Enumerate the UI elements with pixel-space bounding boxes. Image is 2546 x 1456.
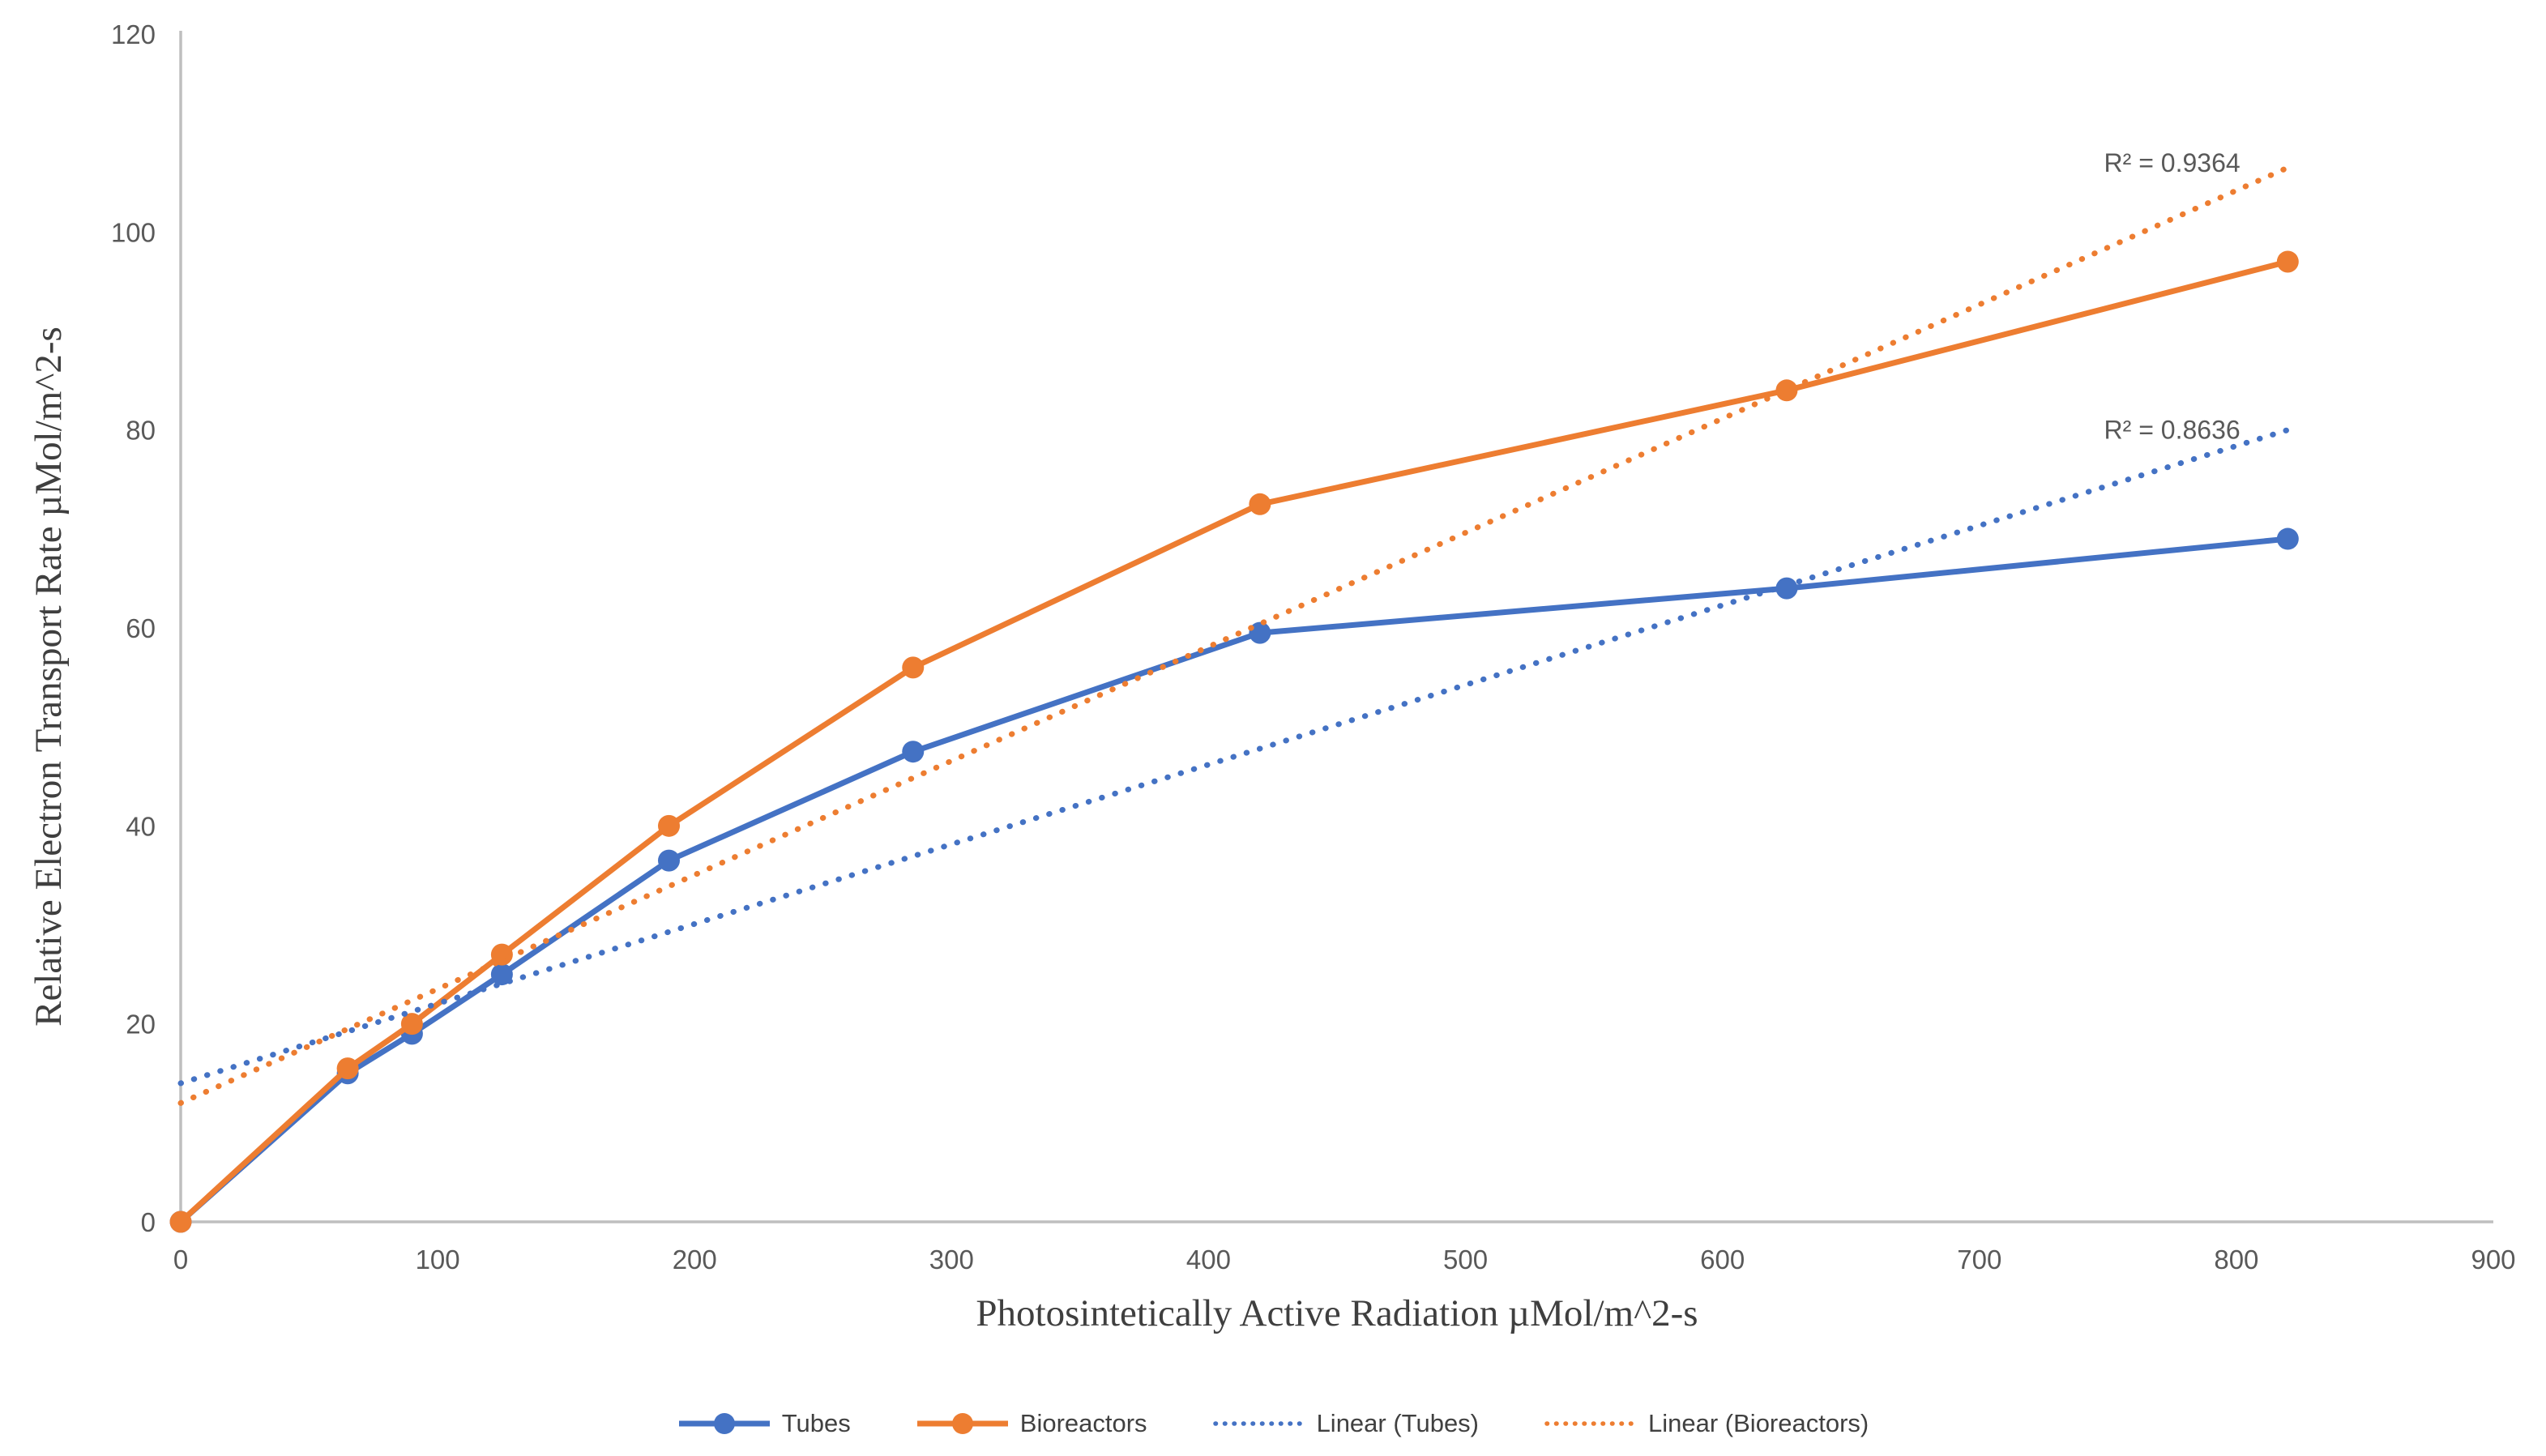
x-tick-label: 100 — [416, 1245, 460, 1275]
x-tick-label: 500 — [1443, 1245, 1488, 1275]
y-tick-label: 0 — [141, 1207, 156, 1237]
x-tick-label: 800 — [2214, 1245, 2258, 1275]
y-tick-label: 120 — [111, 19, 156, 49]
bioreactors-marker — [2276, 250, 2299, 273]
r2-label-bioreactors: R² = 0.9364 — [2104, 148, 2241, 177]
legend-swatch-linear-bioreactors — [1544, 1421, 1637, 1426]
y-tick-label: 80 — [126, 416, 156, 446]
tubes-marker — [902, 741, 925, 763]
legend-label-tubes: Tubes — [781, 1409, 851, 1437]
bioreactors-marker — [902, 656, 925, 679]
legend-item-tubes: Tubes — [677, 1409, 851, 1438]
legend-swatch-bioreactors — [916, 1413, 1008, 1434]
x-axis-title: Photosintetically Active Radiation µMol/… — [976, 1292, 1698, 1334]
y-tick-label: 20 — [126, 1010, 156, 1040]
bioreactors-marker — [336, 1057, 359, 1080]
legend-item-bioreactors: Bioreactors — [916, 1409, 1147, 1438]
y-tick-label: 40 — [126, 811, 156, 841]
tubes-marker — [658, 849, 681, 872]
legend-label-linear-tubes: Linear (Tubes) — [1316, 1409, 1480, 1437]
bioreactors-marker — [1775, 379, 1798, 402]
x-tick-label: 300 — [929, 1245, 974, 1275]
legend: Tubes Bioreactors Linear (Tubes) Linear (Bi… — [0, 1403, 2546, 1444]
bioreactors-line — [177, 258, 2291, 1225]
y-axis-title: Relative Electron Transport Rate µMol/m^… — [28, 327, 70, 1027]
legend-item-linear-bioreactors: Linear (Bioreactors) — [1544, 1409, 1869, 1438]
y-tick-label: 100 — [111, 217, 156, 247]
bioreactors-marker — [658, 814, 681, 837]
r2-label-tubes: R² = 0.8636 — [2104, 416, 2241, 445]
x-tick-label: 700 — [1957, 1245, 2001, 1275]
x-tick-label: 200 — [673, 1245, 717, 1275]
tubes-marker — [2276, 527, 2299, 550]
legend-label-bioreactors: Bioreactors — [1019, 1409, 1147, 1437]
bioreactors-marker — [1249, 493, 1271, 515]
x-tick-label: 400 — [1186, 1245, 1231, 1275]
x-tick-label: 0 — [173, 1245, 188, 1275]
y-tick-label: 60 — [126, 613, 156, 643]
linear-tubes-trendline — [177, 427, 2291, 1087]
linear-bioreactors-trendline — [177, 164, 2291, 1106]
x-tick-label: 600 — [1700, 1245, 1745, 1275]
legend-label-linear-bioreactors: Linear (Bioreactors) — [1648, 1409, 1869, 1437]
bioreactors-marker — [169, 1210, 192, 1233]
tubes-marker — [1249, 621, 1271, 644]
bioreactors-marker — [400, 1013, 423, 1035]
tubes-marker — [1775, 577, 1798, 600]
tubes-line — [177, 536, 2291, 1225]
legend-item-linear-tubes: Linear (Tubes) — [1212, 1409, 1479, 1438]
x-tick-label: 900 — [2471, 1245, 2515, 1275]
legend-swatch-tubes — [678, 1413, 770, 1434]
legend-swatch-linear-tubes — [1212, 1421, 1305, 1426]
